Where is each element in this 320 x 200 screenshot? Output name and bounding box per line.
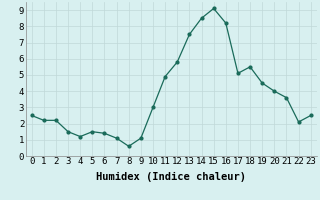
X-axis label: Humidex (Indice chaleur): Humidex (Indice chaleur) <box>96 172 246 182</box>
